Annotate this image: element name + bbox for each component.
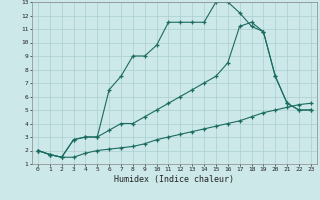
- X-axis label: Humidex (Indice chaleur): Humidex (Indice chaleur): [115, 175, 234, 184]
